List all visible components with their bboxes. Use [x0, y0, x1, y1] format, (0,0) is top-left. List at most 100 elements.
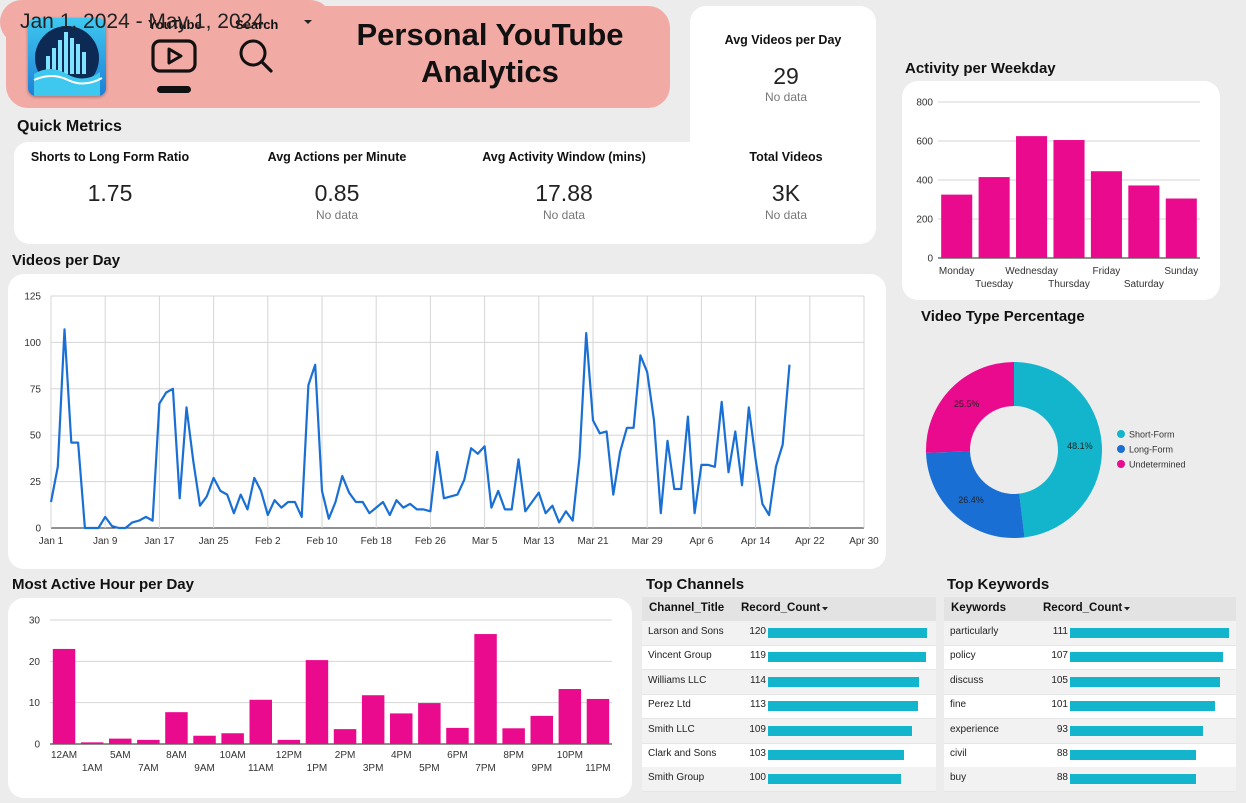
nav-youtube-button[interactable] — [150, 38, 198, 76]
x-tick-label: 1PM — [307, 763, 328, 774]
keyword-name: civil — [950, 748, 967, 759]
record-count: 88 — [1056, 772, 1068, 784]
count-bar — [768, 628, 927, 638]
count-bar — [1070, 701, 1215, 712]
table-row[interactable]: Vincent Group 119 — [642, 645, 936, 671]
y-tick-label: 125 — [24, 292, 41, 303]
bar — [474, 634, 497, 744]
count-bar — [768, 774, 901, 785]
record-count: 105 — [1051, 674, 1068, 686]
x-tick-label: Mar 5 — [472, 536, 498, 547]
table-row[interactable]: Perez Ltd 113 — [642, 694, 936, 720]
count-bar — [768, 676, 920, 687]
table-row[interactable]: buy 88 — [944, 767, 1236, 793]
keyword-name: fine — [950, 699, 967, 711]
table-header: Channel_Title Record_Count — [642, 597, 936, 621]
x-tick-label: 10AM — [220, 750, 246, 761]
x-tick-label: Apr 14 — [741, 536, 771, 547]
y-tick-label: 20 — [29, 657, 41, 668]
y-tick-label: 0 — [35, 524, 41, 535]
x-tick-label: 7PM — [475, 763, 496, 774]
bar — [249, 699, 272, 744]
x-tick-label: Saturday — [1124, 279, 1164, 290]
table-row[interactable]: Larson and Sons 120 — [642, 621, 936, 646]
record-count: 103 — [749, 748, 766, 759]
most-active-hour-card: 0 10 20 30 12AM 1AM 5AM 7AM 8AM 9AM 10AM 11AM 12PM 1P… — [8, 598, 632, 798]
table-row[interactable]: civil 88 — [944, 743, 1236, 768]
pie-slice — [1014, 362, 1103, 538]
metric-sub: No data — [542, 208, 586, 222]
quick-metrics-title: Quick Metrics — [17, 118, 122, 135]
x-tick-label: 12PM — [276, 750, 302, 761]
top-channels-table: Channel_Title Record_Count Larson and So… — [642, 597, 936, 793]
x-tick-label: Thursday — [1048, 279, 1090, 290]
metric-value: 1.75 — [87, 180, 133, 206]
bar — [277, 739, 301, 744]
y-tick-label: 400 — [916, 176, 933, 187]
channel-name: Smith LLC — [648, 723, 695, 735]
bar — [390, 713, 413, 744]
column-header-channel-title[interactable]: Channel_Title — [649, 602, 725, 614]
bar — [1165, 198, 1197, 258]
x-tick-label: Feb 2 — [255, 536, 281, 547]
metric-label: Total Videos — [749, 150, 823, 164]
video-type-chart: 48.1% Short-Form 26.4% Long-Form 25.5% Undete… — [926, 362, 1186, 538]
search-icon — [239, 39, 273, 73]
nav-search-button[interactable] — [236, 36, 276, 76]
channel-name: Smith Group — [648, 772, 705, 784]
metric-label: Avg Actions per Minute — [267, 150, 407, 164]
bar — [978, 177, 1010, 258]
column-header-record-count[interactable]: Record_Count — [1043, 602, 1123, 614]
sort-down-icon[interactable] — [1123, 606, 1131, 612]
record-count: 113 — [750, 699, 766, 711]
count-bar — [768, 750, 905, 760]
keyword-name: experience — [950, 723, 999, 735]
bar — [446, 727, 469, 744]
page-title-line1: Personal YouTube — [356, 17, 624, 52]
x-tick-label: 2PM — [335, 750, 356, 761]
bar — [193, 735, 216, 744]
table-row[interactable]: Smith Group 100 — [642, 767, 936, 793]
column-header-keywords[interactable]: Keywords — [951, 602, 1006, 614]
nav-search-label: Search — [235, 17, 279, 32]
x-tick-label: 11PM — [585, 763, 610, 774]
x-tick-label: 6PM — [447, 750, 468, 761]
avg-videos-card: Avg Videos per Day 29 No data — [690, 6, 876, 162]
bar — [418, 703, 441, 744]
sort-down-icon[interactable] — [821, 606, 829, 612]
bar — [1090, 171, 1122, 258]
count-bar — [1070, 676, 1221, 687]
y-tick-label: 100 — [24, 338, 41, 349]
table-row[interactable]: fine 101 — [944, 694, 1236, 720]
record-count: 119 — [750, 650, 766, 662]
table-row[interactable]: experience 93 — [944, 718, 1236, 744]
bar — [305, 660, 329, 744]
table-row[interactable]: policy 107 — [944, 645, 1236, 671]
bar — [80, 742, 104, 744]
table-row[interactable]: Clark and Sons 103 — [642, 743, 936, 768]
bar — [586, 698, 610, 744]
table-row[interactable]: discuss 105 — [944, 669, 1236, 695]
y-tick-label: 0 — [34, 740, 40, 751]
table-row[interactable]: Smith LLC 109 — [642, 718, 936, 744]
play-button-icon — [151, 39, 197, 73]
app-logo — [28, 18, 106, 96]
videos-per-day-title: Videos per Day — [12, 252, 121, 269]
metric-value: 0.85 — [314, 180, 360, 206]
x-tick-label: 10PM — [557, 750, 583, 761]
nav-youtube-label: YouTube — [148, 17, 202, 32]
table-row[interactable]: particularly 111 — [944, 621, 1236, 646]
videos-per-day-card: 0 25 50 75 100 125 Jan 1 Jan 9 Jan 17 Jan 25 Feb 2… — [8, 274, 886, 569]
x-tick-label: Feb 10 — [306, 536, 338, 547]
slice-label: 25.5% — [954, 399, 980, 409]
column-header-record-count[interactable]: Record_Count — [741, 602, 821, 614]
count-bar — [768, 701, 918, 712]
table-row[interactable]: Williams LLC 114 — [642, 669, 936, 695]
record-count: 101 — [1051, 699, 1068, 711]
bar — [221, 733, 244, 744]
x-tick-label: Mar 13 — [523, 536, 555, 547]
record-count: 93 — [1056, 723, 1068, 735]
count-bar — [1070, 750, 1197, 760]
metric-value: 3K — [771, 180, 801, 206]
